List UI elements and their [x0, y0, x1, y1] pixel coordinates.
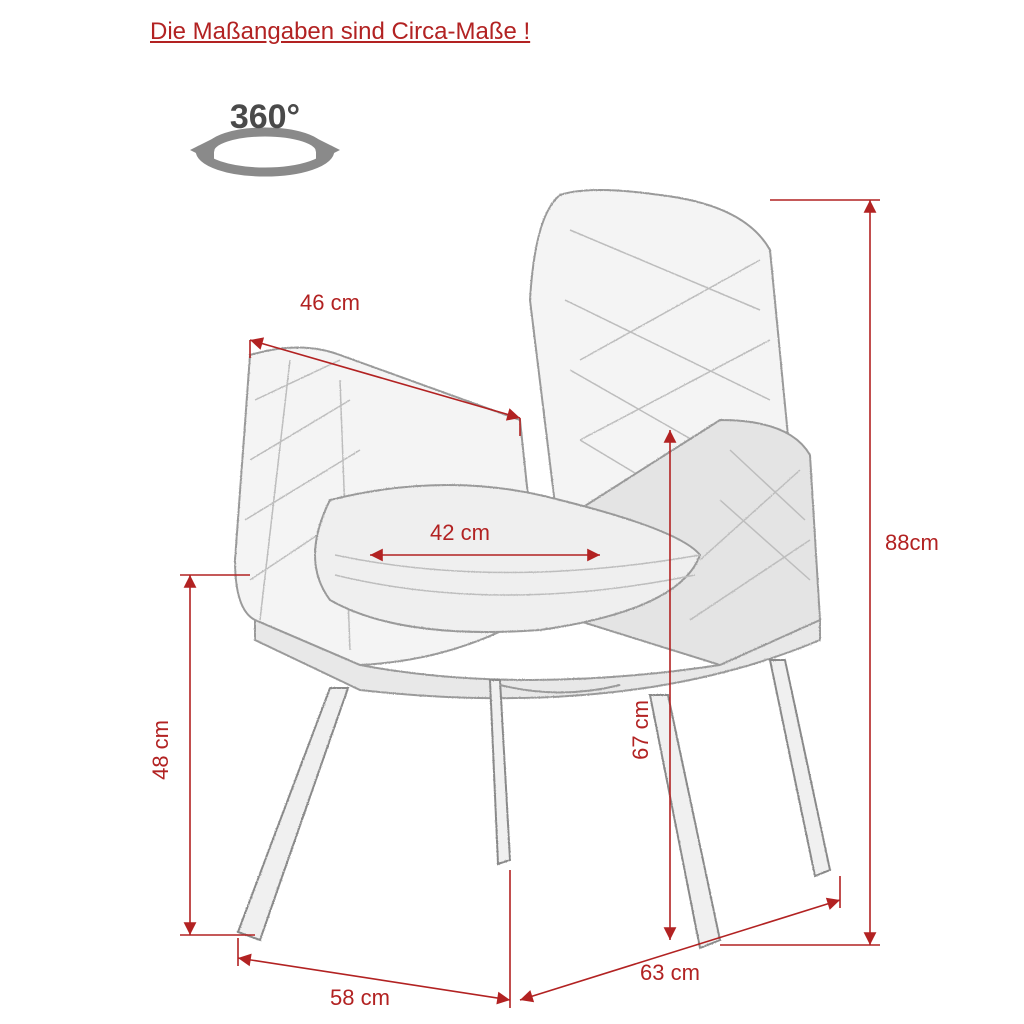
- label-armrest-width: 46 cm: [300, 290, 360, 316]
- chair-legs: [238, 660, 830, 948]
- label-seat-depth: 42 cm: [430, 520, 490, 546]
- label-armrest-height: 67 cm: [628, 700, 654, 760]
- label-base-width: 58 cm: [330, 985, 390, 1011]
- label-total-height: 88cm: [885, 530, 939, 556]
- label-seat-height: 48 cm: [148, 720, 174, 780]
- diagram-stage: Die Maßangaben sind Circa-Maße ! 360°: [0, 0, 1024, 1024]
- chair-diagram: [0, 0, 1024, 1024]
- label-base-depth: 63 cm: [640, 960, 700, 986]
